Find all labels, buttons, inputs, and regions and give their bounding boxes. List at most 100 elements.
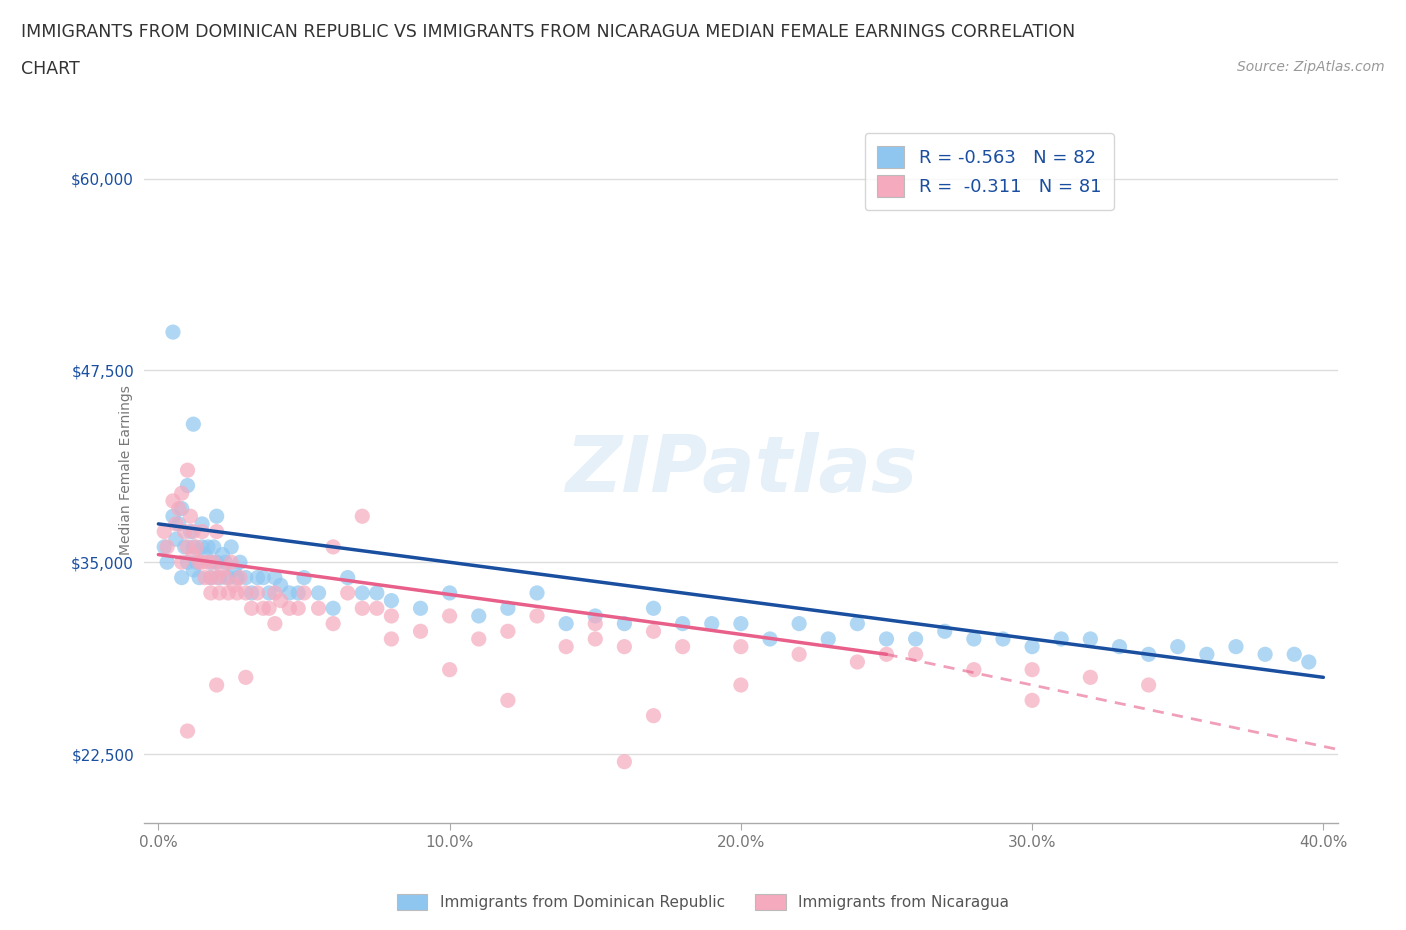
Point [308,601,330,616]
Point [205,509,228,524]
Point [787,647,810,662]
Point [162,494,184,509]
Point [170,555,193,570]
Point [1080,631,1102,646]
Point [496,693,519,708]
Point [380,631,402,646]
Point [439,586,461,601]
Text: ZIPatlas: ZIPatlas [565,432,917,508]
Point [439,662,461,677]
Point [366,601,388,616]
Point [257,601,280,616]
Point [176,555,198,570]
Point [217,570,239,585]
Point [202,539,225,554]
Point [380,608,402,623]
Point [322,601,344,616]
Point [1225,639,1247,654]
Point [179,525,201,539]
Point [1137,647,1160,662]
Point [208,570,231,585]
Point [205,525,228,539]
Point [156,555,179,570]
Point [229,555,252,570]
Point [214,570,236,585]
Point [1284,647,1306,662]
Point [188,555,211,570]
Point [197,555,219,570]
Point [583,631,606,646]
Point [583,617,606,631]
Point [366,586,388,601]
Point [179,509,201,524]
Point [176,463,198,478]
Point [352,601,374,616]
Point [235,586,257,601]
Point [211,563,233,578]
Point [200,555,222,570]
Point [672,639,695,654]
Point [186,555,208,570]
Point [613,617,636,631]
Point [787,617,810,631]
Point [287,601,309,616]
Point [730,639,752,654]
Text: CHART: CHART [21,60,80,78]
Point [846,655,869,670]
Point [197,539,219,554]
Point [1021,662,1043,677]
Point [270,578,292,592]
Point [409,624,432,639]
Point [322,539,344,554]
Point [846,617,869,631]
Point [186,539,208,554]
Point [205,678,228,693]
Point [672,617,695,631]
Y-axis label: Median Female Earnings: Median Female Earnings [118,385,132,555]
Point [191,555,214,570]
Point [191,539,214,554]
Legend: Immigrants from Dominican Republic, Immigrants from Nicaragua: Immigrants from Dominican Republic, Immi… [389,886,1017,918]
Point [176,724,198,738]
Point [278,586,301,601]
Point [165,516,187,531]
Point [1137,678,1160,693]
Point [219,539,242,554]
Point [219,555,242,570]
Point [264,586,287,601]
Point [496,624,519,639]
Point [165,532,187,547]
Point [224,578,246,592]
Point [224,563,246,578]
Point [162,509,184,524]
Point [555,639,578,654]
Point [1050,631,1073,646]
Point [240,601,263,616]
Point [468,608,491,623]
Point [278,601,301,616]
Point [167,516,190,531]
Point [170,570,193,585]
Point [876,647,898,662]
Point [194,570,217,585]
Legend: R = -0.563   N = 82, R =  -0.311   N = 81: R = -0.563 N = 82, R = -0.311 N = 81 [865,133,1114,210]
Point [322,617,344,631]
Point [1195,647,1218,662]
Point [270,593,292,608]
Point [252,570,274,585]
Point [240,586,263,601]
Point [963,631,986,646]
Point [1254,647,1277,662]
Point [235,670,257,684]
Point [170,485,193,500]
Point [200,570,222,585]
Point [1080,670,1102,684]
Point [1021,693,1043,708]
Point [200,586,222,601]
Point [217,586,239,601]
Point [257,586,280,601]
Point [153,525,176,539]
Point [439,608,461,623]
Point [170,501,193,516]
Point [934,624,956,639]
